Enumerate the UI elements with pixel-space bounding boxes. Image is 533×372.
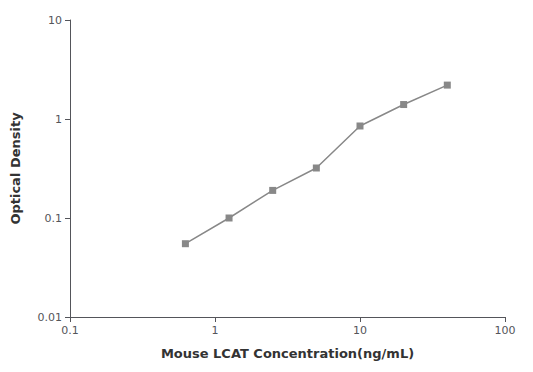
- svg-text:Optical Density: Optical Density: [8, 112, 23, 225]
- svg-text:1: 1: [55, 113, 62, 126]
- svg-text:0.1: 0.1: [61, 324, 79, 337]
- svg-text:100: 100: [495, 324, 516, 337]
- svg-text:10: 10: [353, 324, 367, 337]
- svg-text:1: 1: [212, 324, 219, 337]
- svg-text:0.01: 0.01: [38, 311, 63, 324]
- svg-text:Mouse LCAT Concentration(ng/mL: Mouse LCAT Concentration(ng/mL): [161, 346, 414, 361]
- svg-text:0.1: 0.1: [45, 212, 63, 225]
- svg-text:10: 10: [48, 14, 62, 27]
